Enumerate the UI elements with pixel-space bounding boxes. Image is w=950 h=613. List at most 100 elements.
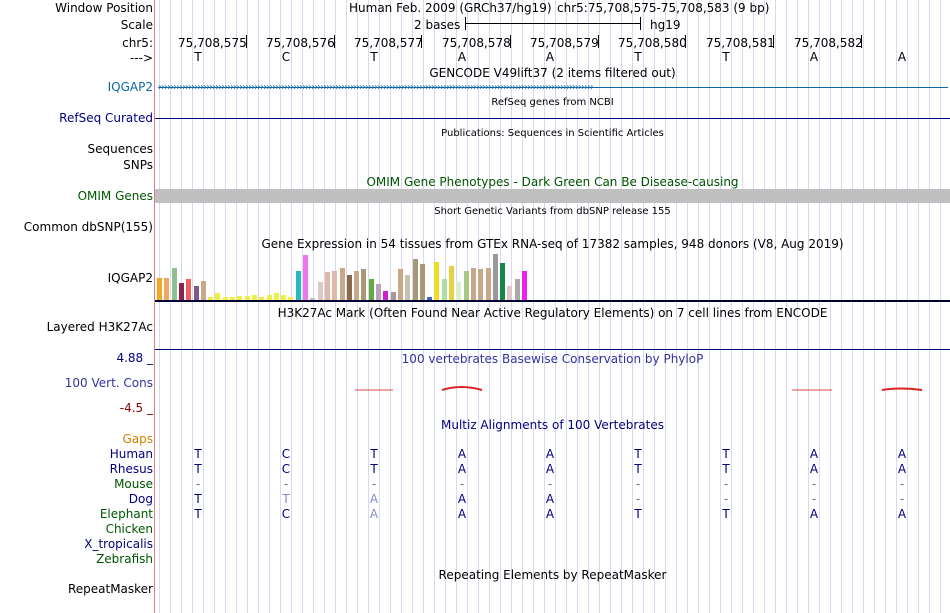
alignment-base: A (457, 507, 467, 521)
species-label-human[interactable]: Human (109, 447, 153, 461)
gtex-tissue-bar[interactable] (193, 286, 199, 300)
gtex-tissue-bar[interactable] (200, 281, 206, 300)
gtex-tissue-bar[interactable] (427, 297, 433, 300)
ruler-tick (510, 35, 511, 48)
repeatmasker-track-title: Repeating Elements by RepeatMasker (438, 568, 667, 582)
gtex-tissue-bar[interactable] (230, 297, 235, 300)
gtex-tissue-bar[interactable] (500, 263, 506, 300)
grid-line (841, 0, 842, 613)
omim-phenotype-bar[interactable] (155, 189, 950, 203)
gtex-tissue-bar[interactable] (251, 295, 257, 300)
gtex-tissue-bar[interactable] (317, 282, 323, 300)
gtex-tissue-bar[interactable] (449, 266, 454, 300)
track-label-sequences[interactable]: Sequences (87, 142, 153, 156)
h3k27ac-baseline (155, 349, 950, 350)
gtex-tissue-bar[interactable] (478, 269, 484, 300)
alignment-base: A (545, 462, 555, 476)
gtex-tissue-bar[interactable] (259, 297, 265, 300)
grid-line (544, 0, 545, 613)
gtex-tissue-bar[interactable] (164, 278, 170, 300)
gtex-tissue-bar[interactable] (339, 268, 345, 300)
gtex-tissue-bar[interactable] (434, 262, 440, 300)
gtex-tissue-bar[interactable] (288, 297, 294, 300)
gtex-tissue-bar[interactable] (303, 255, 308, 300)
scale-bar-right-cap (640, 17, 641, 30)
gtex-tissue-bar[interactable] (157, 278, 162, 300)
gtex-tissue-bar[interactable] (441, 279, 447, 300)
grid-line (588, 0, 589, 613)
species-label-chicken[interactable]: Chicken (105, 522, 153, 536)
gtex-tissue-bar[interactable] (354, 271, 360, 300)
gencode-track-title: GENCODE V49lift37 (2 items filtered out) (429, 66, 676, 80)
grid-line (236, 0, 237, 613)
gtex-expression-chart[interactable] (157, 252, 537, 300)
grid-line (830, 0, 831, 613)
track-label-gaps[interactable]: Gaps (122, 432, 153, 446)
gtex-tissue-bar[interactable] (310, 298, 316, 300)
scale-label: Scale (120, 18, 153, 32)
species-label-x_tropicalis[interactable]: X_tropicalis (84, 537, 153, 551)
reference-base: T (722, 50, 730, 64)
gtex-tissue-bar[interactable] (178, 283, 184, 300)
alignment-base: - (283, 477, 289, 491)
publications-track-title: Publications: Sequences in Scientific Ar… (441, 128, 664, 139)
alignment-base: A (809, 462, 819, 476)
gtex-tissue-bar[interactable] (324, 272, 330, 300)
track-label-omim[interactable]: OMIM Genes (77, 189, 153, 203)
gtex-tissue-bar[interactable] (397, 269, 403, 300)
gtex-tissue-bar[interactable] (376, 284, 381, 300)
species-label-dog[interactable]: Dog (128, 492, 153, 506)
gtex-tissue-bar[interactable] (237, 296, 243, 300)
gtex-tissue-bar[interactable] (266, 295, 272, 300)
gtex-tissue-bar[interactable] (346, 275, 352, 300)
species-label-zebrafish[interactable]: Zebrafish (96, 552, 153, 566)
track-label-gtex[interactable]: IQGAP2 (107, 271, 153, 285)
track-label-gencode[interactable]: IQGAP2 (107, 80, 153, 94)
reference-base: T (634, 50, 642, 64)
phylop-signal[interactable] (155, 380, 950, 396)
gtex-tissue-bar[interactable] (368, 279, 374, 300)
gtex-tissue-bar[interactable] (492, 254, 498, 300)
gtex-tissue-bar[interactable] (522, 271, 527, 300)
grid-line (335, 0, 336, 613)
refseq-gene-line[interactable] (155, 118, 950, 119)
gtex-tissue-bar[interactable] (485, 268, 491, 300)
gtex-tissue-bar[interactable] (281, 295, 287, 300)
gtex-tissue-bar[interactable] (390, 292, 396, 300)
gtex-tissue-bar[interactable] (273, 293, 279, 300)
gtex-tissue-bar[interactable] (514, 279, 520, 300)
gtex-tissue-bar[interactable] (215, 293, 221, 300)
gtex-tissue-bar[interactable] (412, 259, 418, 300)
gtex-tissue-bar[interactable] (208, 297, 214, 300)
gtex-tissue-bar[interactable] (222, 297, 228, 300)
gtex-tissue-bar[interactable] (171, 268, 177, 300)
phylop-min-label: -4.5 _ (119, 401, 153, 415)
species-label-rhesus[interactable]: Rhesus (109, 462, 153, 476)
grid-line (302, 0, 303, 613)
grid-line (731, 0, 732, 613)
iqgap2-gene-feature[interactable]: ››››››››››››››››››››››››››››››››››››››››… (158, 81, 948, 95)
gtex-tissue-bar[interactable] (456, 282, 462, 300)
track-label-phylop[interactable]: 100 Vert. Cons (64, 376, 153, 390)
track-label-snps[interactable]: SNPs (123, 158, 153, 172)
strand-label: ---> (129, 51, 153, 65)
track-label-refseq[interactable]: RefSeq Curated (59, 111, 153, 125)
track-label-dbsnp[interactable]: Common dbSNP(155) (23, 220, 153, 234)
species-label-mouse[interactable]: Mouse (114, 477, 153, 491)
gtex-tissue-bar[interactable] (186, 279, 192, 300)
species-label-elephant[interactable]: Elephant (99, 507, 153, 521)
gtex-tissue-bar[interactable] (383, 291, 389, 300)
track-label-repeatmasker[interactable]: RepeatMasker (67, 582, 153, 596)
gtex-tissue-bar[interactable] (244, 296, 250, 300)
gtex-tissue-bar[interactable] (295, 271, 301, 300)
alignment-base: T (722, 447, 730, 461)
gtex-tissue-bar[interactable] (332, 271, 338, 300)
dbsnp-track-title: Short Genetic Variants from dbSNP releas… (434, 206, 671, 217)
gtex-tissue-bar[interactable] (361, 269, 367, 300)
gtex-tissue-bar[interactable] (463, 271, 469, 300)
track-label-h3k27ac[interactable]: Layered H3K27Ac (46, 320, 153, 334)
gtex-tissue-bar[interactable] (405, 275, 411, 300)
gtex-tissue-bar[interactable] (470, 268, 476, 300)
gtex-tissue-bar[interactable] (507, 286, 513, 300)
gtex-tissue-bar[interactable] (419, 264, 425, 300)
